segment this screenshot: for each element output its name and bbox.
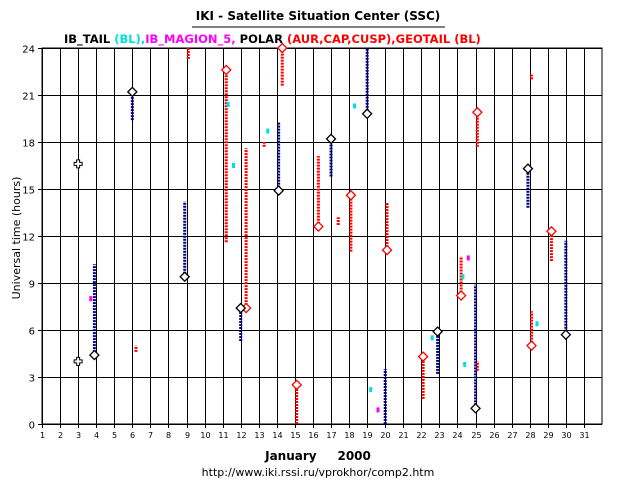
x-tick-label: 15: [290, 431, 300, 440]
x-tick-label: 6: [130, 431, 135, 440]
ib-tail-marker: [276, 42, 288, 54]
y-tick-label: 3: [29, 374, 35, 385]
x-tick-label: 27: [507, 431, 517, 440]
x-tick-label: 29: [543, 431, 553, 440]
ib-tail-marker: [312, 221, 324, 233]
geotail-marker: [432, 326, 444, 337]
polar-point: [466, 255, 470, 261]
y-tick-label: 12: [22, 233, 35, 244]
geotail-marker: [126, 86, 138, 98]
ib-tail-marker: [526, 340, 537, 352]
legend-ib-tail: IB_TAIL: [64, 32, 111, 47]
geotail-marker: [273, 185, 285, 196]
x-tick-label: 3: [76, 431, 81, 440]
x-tick-label: 17: [326, 431, 336, 440]
geotail-marker: [235, 302, 247, 314]
legend-bl-1: (BL),: [110, 32, 145, 46]
chart-title: IKI - Satellite Situation Center (SSC): [196, 9, 441, 23]
x-tick-label: 19: [362, 431, 372, 440]
x-tick-label: 13: [254, 431, 264, 440]
geotail-marker: [361, 108, 373, 120]
geotail-marker: [88, 349, 100, 361]
legend-text: IB_TAIL (BL),IB_MAGION_5, POLAR (AUR,CAP…: [64, 32, 481, 47]
ib-tail-marker: [417, 351, 429, 363]
x-tick-label: 1: [40, 431, 45, 440]
y-tick-label: 6: [29, 327, 35, 338]
y-tick-label: 18: [22, 139, 35, 150]
x-tick-label: 5: [112, 431, 117, 440]
ib-tail-marker: [291, 379, 303, 391]
y-tick-label: 9: [29, 280, 35, 291]
x-tick-label: 31: [579, 431, 589, 440]
x-tick-label: 18: [344, 431, 354, 440]
ib-magion-5-point: [461, 274, 465, 280]
x-tick-label: 26: [489, 431, 499, 440]
ib-tail-marker: [471, 106, 483, 118]
polar-point: [376, 407, 380, 413]
x-tick-label: 21: [398, 431, 408, 440]
ib-magion-5-point: [535, 321, 539, 327]
x-tick-label: 23: [434, 431, 444, 440]
data-marks: [73, 42, 572, 424]
x-tick-label: 24: [452, 431, 462, 440]
grid: [41, 47, 603, 425]
axes: 1 2 3 4 5 6 7 8 9 10 11 12 13 14 15 16 17 18 19 20 21 22 23 24 2…: [22, 45, 589, 441]
x-tick-label: 25: [471, 431, 481, 440]
ib-tail-marker: [220, 64, 232, 76]
geotail-cross-marker: [73, 159, 83, 169]
y-tick-label: 24: [22, 45, 35, 56]
x-tick-label: 22: [416, 431, 426, 440]
x-tick-label: 11: [218, 431, 228, 440]
polar-point: [89, 296, 93, 302]
footer-url: http://www.iki.rssi.ru/vprokhor/comp2.ht…: [202, 466, 435, 479]
x-tick-label: 16: [308, 431, 318, 440]
y-tick-label: 21: [22, 92, 35, 103]
y-tick-label: 0: [29, 421, 35, 432]
x-tick-label: 28: [525, 431, 535, 440]
x-tick-label: 7: [148, 431, 153, 440]
ib-tail-marker: [546, 225, 557, 237]
x-tick-label: 2: [58, 431, 63, 440]
ib-tail-marker: [381, 244, 393, 256]
x-tick-label: 14: [272, 431, 282, 440]
geotail-marker: [179, 271, 191, 283]
ib-magion-5-point: [463, 361, 467, 367]
x-axis-label: January 2000: [264, 449, 371, 463]
y-tick-label: 15: [22, 186, 35, 197]
x-tick-label: 4: [94, 431, 99, 440]
ib-magion-5-point: [226, 101, 230, 107]
x-tick-label: 9: [185, 431, 190, 440]
x-tick-label: 30: [561, 431, 571, 440]
geotail-marker: [522, 163, 534, 175]
geotail-marker: [325, 133, 337, 145]
ib-magion-5-point: [353, 103, 357, 109]
y-axis-label: Universal time (hours): [10, 177, 23, 300]
ib-tail-marker: [345, 189, 357, 201]
ib-magion-5-point: [266, 128, 270, 134]
legend-geotail: (AUR,CAP,CUSP),GEOTAIL (BL): [283, 32, 481, 46]
legend-polar: POLAR: [236, 32, 283, 46]
geotail-marker: [560, 329, 572, 341]
x-tick-label: 10: [200, 431, 210, 440]
x-tick-label: 20: [380, 431, 390, 440]
x-tick-label: 8: [166, 431, 171, 440]
geotail-cross-marker: [73, 356, 83, 366]
x-tick-label: 12: [236, 431, 246, 440]
ib-tail-marker: [455, 290, 467, 301]
ib-magion-5-point: [369, 387, 373, 393]
ib-magion-5-point: [231, 163, 235, 168]
geotail-marker: [470, 402, 481, 414]
ib-magion-5-point: [430, 335, 434, 341]
legend-ib-magion: IB_MAGION_5,: [145, 32, 235, 47]
